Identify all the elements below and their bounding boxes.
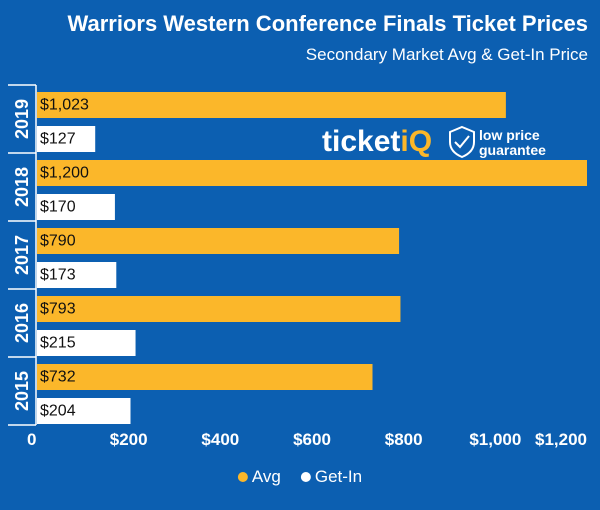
category-label: 2016 (12, 303, 32, 343)
x-tick-label: 0 (27, 430, 36, 449)
avg-bar (37, 160, 587, 186)
x-tick-label: $800 (385, 430, 423, 449)
legend-marker (237, 472, 248, 482)
legend-marker (300, 472, 311, 482)
x-tick-label: $1,200 (535, 430, 587, 449)
avg-bar (37, 296, 401, 322)
legend-label: Avg (252, 467, 281, 486)
data-label: $170 (40, 199, 76, 216)
get-in-bar (37, 194, 115, 220)
legend: Avg Get-In (237, 467, 362, 486)
data-label: $173 (40, 267, 76, 284)
data-label: $732 (40, 369, 76, 386)
avg-bar (37, 364, 373, 390)
category-label: 2015 (12, 371, 32, 411)
plot-area: $1,023 $127 $1,200 $170 $790 $173 $793 $215 $732… (35, 85, 587, 425)
data-label: $127 (40, 131, 76, 148)
get-in-bar (37, 126, 96, 152)
shield-icon (449, 125, 475, 159)
tagline-line2: guarantee (479, 142, 546, 158)
brand-logo-text: ticketiQ (322, 125, 432, 158)
get-in-bar (37, 398, 131, 424)
category-label: 2019 (12, 99, 32, 139)
get-in-bar (37, 262, 117, 288)
get-in-bar (37, 330, 136, 356)
avg-bar (37, 92, 506, 118)
data-label: $790 (40, 233, 76, 250)
data-label: $215 (40, 335, 76, 352)
x-tick-label: $1,000 (469, 430, 521, 449)
data-label: $1,023 (40, 97, 89, 114)
category-label: 2017 (12, 235, 32, 275)
data-label: $204 (40, 403, 76, 420)
brand-main: ticket (322, 125, 400, 158)
brand-accent: iQ (400, 125, 432, 158)
avg-bar (37, 228, 400, 254)
x-tick-label: $400 (201, 430, 239, 449)
category-label: 2018 (12, 167, 32, 207)
chart-title: Warriors Western Conference Finals Ticke… (68, 11, 588, 36)
data-label: $1,200 (40, 165, 89, 182)
data-label: $793 (40, 301, 76, 318)
x-tick-label: $200 (110, 430, 148, 449)
x-tick-label: $600 (293, 430, 331, 449)
category-labels: 2019 2018 2017 2016 2015 (8, 84, 36, 426)
tagline-line1: low price (479, 127, 540, 143)
ticketiq-watermark: ticketiQ low price guarantee (322, 125, 546, 159)
chart-subtitle: Secondary Market Avg & Get-In Price (306, 45, 588, 64)
legend-label: Get-In (315, 467, 362, 486)
x-axis: 0 $200 $400 $600 $800 $1,000 $1,200 (27, 430, 587, 449)
